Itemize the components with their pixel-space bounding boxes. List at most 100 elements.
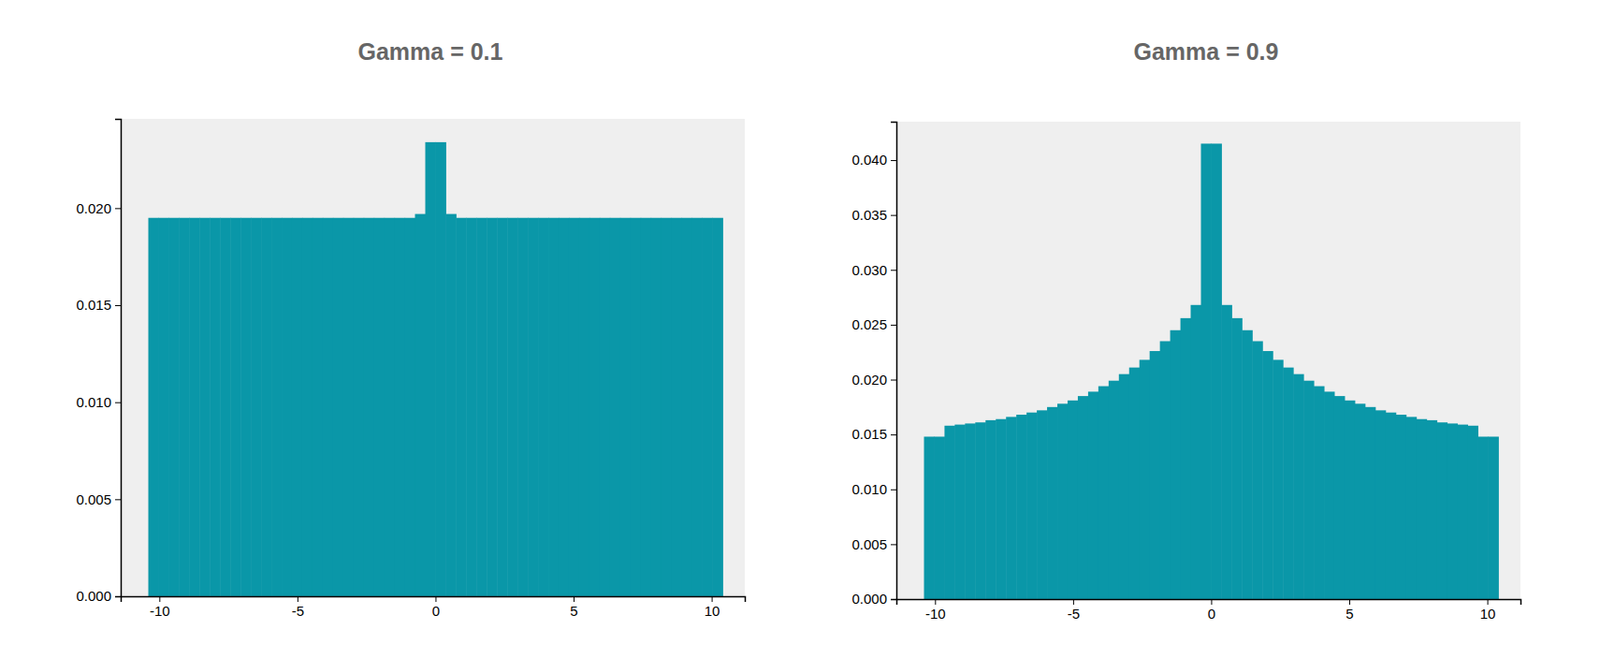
histogram-bar [435, 142, 446, 597]
histogram-bar [1170, 330, 1181, 599]
histogram-bar [486, 218, 497, 597]
x-tick: -5 [1067, 598, 1080, 622]
bars [148, 142, 724, 597]
y-axis: 0.0000.0050.0100.0150.020 [75, 119, 121, 605]
histogram-bar [1016, 414, 1027, 599]
histogram-bar [271, 218, 282, 597]
histogram-bar [954, 424, 965, 599]
x-tick: -10 [149, 596, 171, 619]
histogram-bar [374, 218, 385, 597]
histogram-bar [1375, 409, 1386, 599]
y-tick: 0.010 [851, 480, 897, 497]
x-tick-mark [712, 596, 713, 602]
histogram-bar [507, 218, 518, 597]
histogram-bar [363, 218, 375, 597]
histogram-bar [1139, 359, 1150, 599]
histogram-bar [1477, 436, 1488, 599]
histogram-bar [1354, 403, 1366, 599]
y-tick: 0.005 [75, 491, 121, 508]
histogram-bar [1119, 374, 1130, 599]
histogram-bar [610, 218, 621, 597]
y-tick: 0.015 [851, 425, 897, 442]
y-tick-label: 0.025 [851, 316, 888, 333]
histogram-bar [964, 422, 975, 599]
y-tick: 0.000 [851, 590, 897, 607]
histogram-bar [558, 218, 569, 597]
histogram-bar [1385, 412, 1397, 599]
histogram-bar [579, 218, 590, 597]
y-tick-mark [890, 379, 897, 381]
histogram-bar [1282, 367, 1294, 599]
histogram-bar [630, 218, 641, 597]
bars [924, 143, 1499, 599]
x-tick: 0 [432, 596, 440, 619]
histogram-bar [1344, 400, 1355, 599]
histogram-bar [1334, 395, 1345, 599]
x-axis-line [897, 599, 1522, 606]
histogram-bar [985, 420, 996, 599]
y-tick-label: 0.020 [851, 371, 888, 388]
y-tick-mark [890, 324, 897, 326]
histogram-bar [1201, 143, 1212, 599]
plot-background [120, 118, 745, 597]
histogram-bar [1365, 407, 1376, 599]
x-tick-label: 0 [1207, 605, 1216, 622]
histogram-bar [1036, 409, 1048, 599]
histogram-bar [1077, 395, 1089, 599]
y-tick-mark [890, 434, 897, 436]
histogram-bar [148, 218, 160, 597]
histogram-bar [589, 218, 600, 597]
plot-background [896, 121, 1521, 599]
y-tick: 0.025 [851, 316, 897, 333]
histogram-bar [261, 218, 272, 597]
histogram-bar [1457, 424, 1469, 599]
histogram-bar [1210, 143, 1222, 599]
histogram-bar [538, 218, 549, 597]
histogram-bar [1098, 386, 1109, 599]
y-tick-label: 0.020 [75, 200, 112, 217]
histogram-bar [291, 218, 303, 597]
histogram-bar [353, 218, 364, 597]
y-tick: 0.020 [75, 200, 121, 217]
histogram-bar [1191, 305, 1202, 599]
chart-title: Gamma = 0.1 [358, 38, 504, 65]
x-tick: -5 [291, 596, 305, 619]
y-tick-label: 0.000 [851, 590, 888, 607]
histogram-bar [1396, 414, 1407, 599]
y-tick-mark [890, 160, 897, 161]
y-tick: 0.010 [75, 393, 121, 410]
histogram-bar [1406, 416, 1417, 599]
histogram-bar [312, 218, 323, 597]
histogram-bar [661, 218, 672, 597]
y-axis-line [115, 119, 122, 597]
histogram-bar [671, 218, 683, 597]
histogram-bar [415, 214, 426, 597]
y-tick-mark [890, 489, 897, 491]
y-tick-label: 0.035 [851, 206, 888, 223]
histogram-bar [209, 218, 220, 597]
chart-title: Gamma = 0.9 [1134, 38, 1280, 65]
x-tick-mark [1487, 598, 1489, 605]
histogram-bar [333, 218, 344, 597]
histogram-bar [1447, 422, 1458, 599]
histogram-bar [924, 436, 935, 599]
y-tick-mark [890, 215, 897, 217]
y-tick-label: 0.005 [75, 491, 112, 508]
histogram-bar [425, 142, 437, 597]
x-tick-mark [1210, 598, 1212, 605]
y-tick-label: 0.015 [851, 425, 888, 442]
chart: -10-505100.0000.0050.0100.0150.0200.0250… [851, 38, 1521, 622]
y-axis-line [890, 122, 898, 600]
histogram-bar [599, 218, 611, 597]
x-tick-mark [573, 596, 575, 602]
y-tick: 0.035 [851, 206, 897, 223]
histogram-bar [1047, 407, 1058, 599]
histogram-bar [1426, 420, 1438, 599]
histogram-bar [640, 218, 652, 597]
x-tick-mark [1073, 598, 1075, 605]
x-tick-mark [297, 596, 299, 602]
histogram-bar [1129, 367, 1140, 599]
histogram-bar [712, 218, 723, 597]
x-tick-mark [435, 596, 437, 602]
y-tick: 0.005 [851, 536, 897, 553]
